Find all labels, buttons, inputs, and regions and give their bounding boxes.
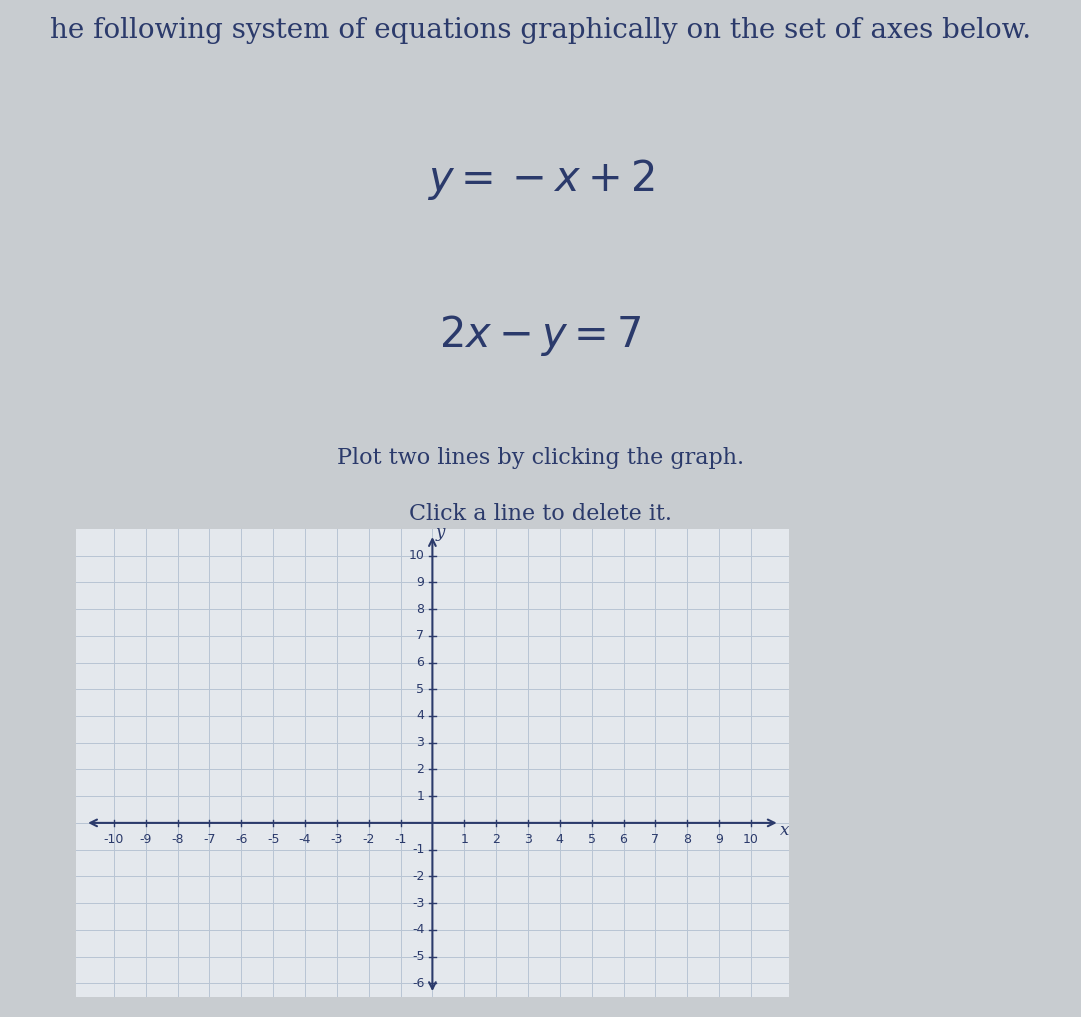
Text: y: y: [436, 525, 445, 541]
Text: 5: 5: [416, 682, 425, 696]
Text: 4: 4: [416, 710, 425, 722]
Text: 2: 2: [416, 763, 425, 776]
Text: 3: 3: [416, 736, 425, 750]
Text: -4: -4: [412, 923, 425, 937]
Text: -2: -2: [362, 833, 375, 846]
Text: 9: 9: [716, 833, 723, 846]
Text: 4: 4: [556, 833, 563, 846]
Text: -5: -5: [412, 950, 425, 963]
Text: Plot two lines by clicking the graph.: Plot two lines by clicking the graph.: [337, 447, 744, 470]
Text: $2x - y = 7$: $2x - y = 7$: [439, 313, 642, 358]
Text: -8: -8: [172, 833, 184, 846]
Text: -1: -1: [412, 843, 425, 856]
Text: 7: 7: [652, 833, 659, 846]
Text: -9: -9: [139, 833, 152, 846]
Text: -3: -3: [412, 897, 425, 909]
Text: 10: 10: [743, 833, 759, 846]
Text: 1: 1: [416, 789, 425, 802]
Text: 8: 8: [683, 833, 691, 846]
Text: Click a line to delete it.: Click a line to delete it.: [409, 503, 672, 526]
Text: x: x: [779, 823, 789, 839]
Text: -10: -10: [104, 833, 124, 846]
Text: 6: 6: [619, 833, 627, 846]
Text: $y = -x + 2$: $y = -x + 2$: [427, 157, 654, 201]
Text: 9: 9: [416, 576, 425, 589]
Text: 6: 6: [416, 656, 425, 669]
Text: 3: 3: [524, 833, 532, 846]
Text: -5: -5: [267, 833, 279, 846]
Text: -1: -1: [395, 833, 406, 846]
Text: -3: -3: [331, 833, 343, 846]
Text: -7: -7: [203, 833, 216, 846]
Text: 1: 1: [461, 833, 468, 846]
Text: 7: 7: [416, 630, 425, 643]
Text: he following system of equations graphically on the set of axes below.: he following system of equations graphic…: [50, 17, 1031, 44]
Text: 2: 2: [492, 833, 501, 846]
Text: 10: 10: [409, 549, 425, 562]
Text: -6: -6: [235, 833, 248, 846]
Text: -2: -2: [412, 870, 425, 883]
Text: -6: -6: [412, 976, 425, 990]
Text: -4: -4: [298, 833, 311, 846]
Text: 8: 8: [416, 602, 425, 615]
Text: 5: 5: [588, 833, 596, 846]
